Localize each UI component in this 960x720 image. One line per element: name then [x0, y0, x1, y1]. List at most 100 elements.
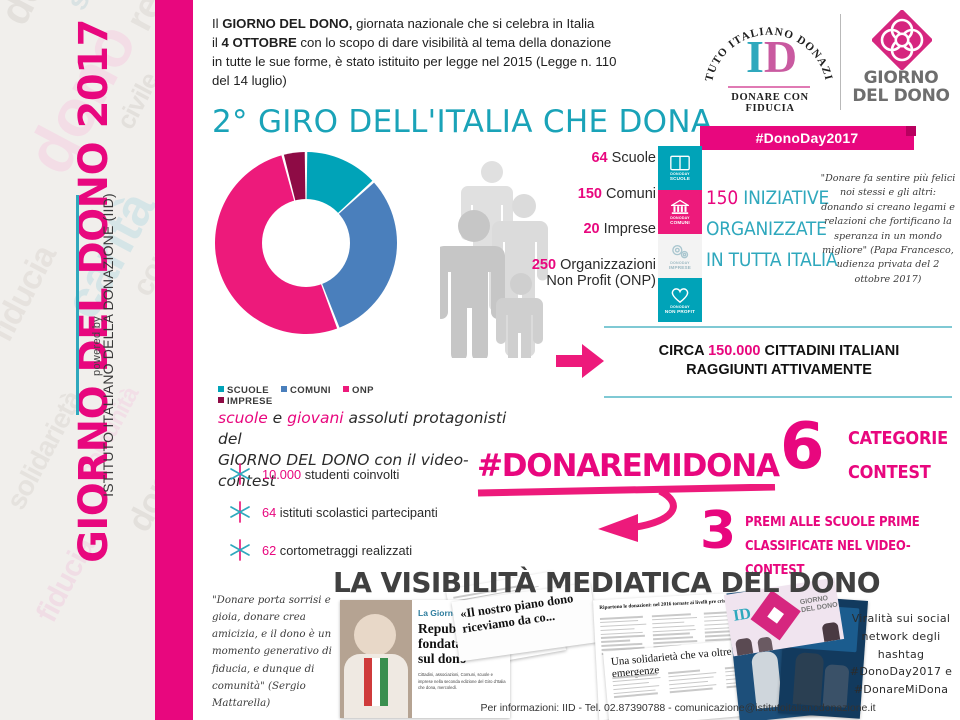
circa-prefix: CIRCA — [658, 343, 709, 359]
chart-legend: SCUOLE COMUNI ONP IMPRESE — [218, 385, 448, 407]
clipping-kicker: La Giornata — [418, 608, 466, 618]
circa-line2: RAGGIUNTI ATTIVAMENTE — [686, 362, 872, 379]
intro-l2a: il — [212, 35, 222, 51]
giorno-del-dono-logo: GIORNO DEL DONO — [850, 8, 952, 120]
circa-number: 150.000 — [708, 343, 761, 359]
iniziative-word: INIZIATIVE — [738, 187, 830, 209]
iid-letter-i: I — [746, 31, 764, 82]
iniziative-line3: IN TUTTA ITALIA — [706, 248, 838, 271]
iid-letter-d: D — [763, 31, 798, 82]
stat-value-onp: 250 — [531, 256, 557, 273]
stat-label-onp-2: Non Profit (ONP) — [546, 273, 656, 290]
contest-categorie-label: CATEGORIE — [848, 428, 948, 449]
contest-premi-block: PREMI ALLE SCUOLE PRIME CLASSIFICATE NEL… — [745, 511, 960, 583]
list-item: 64 istituti scolastici partecipanti — [228, 493, 498, 531]
circa-cittadini-block: CIRCA 150.000 CITTADINI ITALIANI RAGGIUN… — [604, 342, 954, 380]
arrow-right-icon — [556, 344, 604, 378]
people-silhouettes-icon — [440, 161, 548, 358]
asterisk-icon — [230, 539, 250, 561]
intro-l2c: con lo scopo di dare visibilità al tema … — [296, 35, 612, 51]
legend-item-comuni: COMUNI — [281, 385, 331, 396]
bullet-value-1: 10.000 — [262, 466, 302, 482]
divider-teal-bottom — [604, 396, 952, 398]
iniziative-line2: ORGANIZZATE — [706, 217, 827, 240]
bullet-text-2: istituti scolastici partecipanti — [276, 504, 438, 520]
clipping-headline-l3: sul dono — [418, 651, 467, 667]
iid-logo: ISTITUTO ITALIANO DONAZIONE ID DONARE CO… — [700, 6, 838, 118]
asterisk-icon — [230, 463, 250, 485]
premi-line1: PREMI ALLE SCUOLE PRIME — [745, 515, 920, 530]
sg-pink1: scuole — [218, 409, 268, 427]
intro-l2b: 4 OTTOBRE — [221, 35, 297, 51]
bullet-text-1: studenti coinvolti — [301, 466, 400, 482]
contest-categorie-block: CATEGORIE CONTEST — [848, 422, 958, 490]
tile-scuole: DONODAY SCUOLE — [658, 146, 702, 190]
mattarella-quote: "Donare porta sorrisi e gioia, donare cr… — [212, 592, 332, 712]
bullet-value-2: 64 — [262, 504, 277, 520]
sg-mid: e — [267, 409, 288, 427]
papa-francesco-quote: "Donare fa sentire più felici noi stessi… — [820, 172, 956, 287]
sg-line2: GIORNO DEL DONO con il video-contest — [218, 451, 469, 491]
hashtag-banner: #DonoDay2017 — [700, 126, 914, 150]
legend-label-onp: ONP — [352, 385, 374, 396]
sidebar-divider — [76, 195, 79, 415]
viralita-l3: hashtag — [877, 647, 925, 661]
left-sidebar: dono sociale regalo dono civile fiducia … — [0, 0, 163, 720]
clipping-photo — [340, 600, 412, 718]
stat-label-imprese: Imprese — [603, 221, 656, 238]
tile-comuni: DONODAY COMUNI — [658, 190, 702, 234]
sg-rest: assoluti protagonisti del — [218, 409, 507, 449]
asterisk-icon — [230, 501, 250, 523]
legend-item-onp: ONP — [343, 385, 374, 396]
press-clipping-repubblica: La Giornata Repubblica fondata sul dono … — [340, 600, 510, 718]
contest-contest-label: CONTEST — [848, 462, 931, 484]
bullet-value-3: 62 — [262, 542, 277, 558]
iid-monogram: ID — [746, 34, 797, 80]
curved-arrow-icon — [477, 484, 776, 542]
premi-line2: CLASSIFICATE NEL VIDEO-CONTEST — [745, 539, 911, 579]
mattarella-quote-text: "Donare porta sorrisi e gioia, donare cr… — [212, 595, 332, 692]
clipping-headline-l2: fondata — [418, 636, 463, 652]
iid-arc-text-icon: ISTITUTO ITALIANO DONAZIONE — [700, 8, 834, 83]
donut-chart-svg — [215, 152, 397, 334]
stat-value-comuni: 150 — [577, 185, 602, 202]
gdd-wordmark: GIORNO DEL DONO — [850, 68, 952, 105]
viralita-l1: Viralità sui social — [851, 612, 951, 625]
stat-label-comuni: Comuni — [606, 185, 656, 202]
intro-l1b: GIORNO DEL DONO, — [222, 16, 353, 31]
list-item: 62 cortometraggi realizzati — [228, 531, 498, 569]
bullet-list: 10.000 studenti coinvolti 64 istituti sc… — [228, 455, 498, 569]
legend-item-imprese: IMPRESE — [218, 396, 273, 407]
viralita-l4: #DonoDay2017 e — [849, 665, 953, 679]
book-icon — [670, 155, 690, 171]
iniziative-number: 150 — [706, 187, 739, 209]
viralita-block: Viralità sui social network degli hashta… — [845, 610, 957, 699]
tile-kicker-comuni: DONODAY — [670, 216, 690, 220]
logo-block: ISTITUTO ITALIANO DONAZIONE ID DONARE CO… — [700, 6, 952, 124]
gdd-line1: GIORNO — [863, 68, 939, 88]
papa-quote-attribution: (Papa Francesco, udienza privata del 2 o… — [836, 244, 954, 285]
contest-number-six: 6 — [780, 410, 825, 484]
intro-l4: del 14 luglio) — [212, 73, 287, 89]
footer-contact: Per informazioni: IID - Tel. 02.87390788… — [480, 702, 876, 714]
legend-label-comuni: COMUNI — [290, 385, 331, 396]
stat-label-onp: Organizzazioni — [560, 256, 656, 273]
stats-list: 64 Scuole 150 Comuni 20 Imprese 250 Orga… — [470, 150, 656, 309]
divider-teal-top — [604, 326, 952, 328]
section-title-giro: 2° GIRO DELL'ITALIA CHE DONA — [212, 104, 713, 140]
bullet-text-3: cortometraggi realizzati — [276, 542, 413, 558]
stat-value-imprese: 20 — [583, 221, 600, 238]
viralita-l2: network degli — [861, 629, 941, 643]
gears-icon — [672, 244, 689, 258]
sg-pink2: giovani — [287, 409, 344, 427]
stat-row-onp: 250 Organizzazioni Non Profit (ONP) — [470, 257, 656, 290]
hashtag-donaremidona: #DONAREMIDONA — [477, 448, 780, 484]
intro-l3: in tutte le sue forme, è stato istituito… — [212, 54, 617, 70]
tile-kicker-scuole: DONODAY — [670, 172, 690, 176]
stat-row-scuole: 64 Scuole — [470, 150, 656, 167]
category-icon-tiles: DONODAY SCUOLE DONODAY COMUNI DONODAY IM… — [658, 146, 702, 322]
papa-quote-text: "Donare fa sentire più felici noi stessi… — [820, 173, 956, 256]
donut-slice-comuni — [306, 182, 397, 328]
tile-label-scuole: SCUOLE — [669, 176, 691, 181]
logo-separator — [840, 14, 841, 110]
